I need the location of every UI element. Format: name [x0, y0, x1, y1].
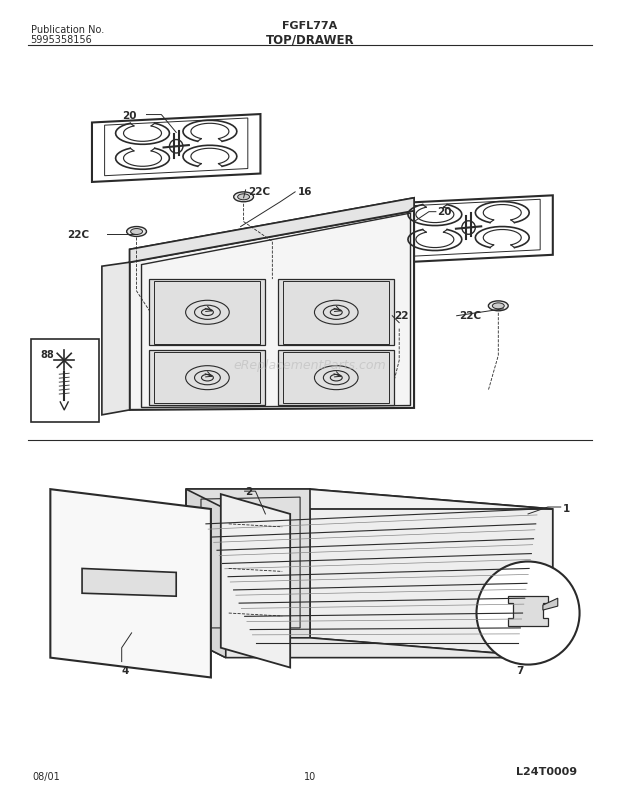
- Text: 22: 22: [394, 310, 409, 321]
- Ellipse shape: [237, 194, 249, 200]
- Text: 1: 1: [563, 504, 570, 514]
- Ellipse shape: [393, 318, 405, 324]
- Ellipse shape: [492, 303, 504, 309]
- Polygon shape: [543, 598, 558, 610]
- Polygon shape: [130, 198, 414, 262]
- Polygon shape: [186, 489, 310, 638]
- Polygon shape: [149, 350, 265, 405]
- Text: 22C: 22C: [459, 310, 481, 321]
- Text: 7: 7: [516, 665, 524, 676]
- Polygon shape: [130, 198, 414, 262]
- Polygon shape: [149, 279, 265, 345]
- Polygon shape: [278, 350, 394, 405]
- Text: Publication No.: Publication No.: [30, 25, 104, 36]
- Polygon shape: [102, 262, 130, 414]
- Text: 22C: 22C: [249, 187, 271, 197]
- Ellipse shape: [234, 192, 254, 202]
- Ellipse shape: [489, 301, 508, 310]
- Text: 2: 2: [246, 488, 253, 497]
- Text: TOP/DRAWER: TOP/DRAWER: [266, 33, 354, 46]
- Text: 20: 20: [437, 206, 451, 217]
- Text: 4: 4: [122, 665, 129, 676]
- Text: 5995358156: 5995358156: [30, 35, 92, 45]
- Ellipse shape: [131, 229, 143, 234]
- Polygon shape: [508, 596, 548, 626]
- Ellipse shape: [126, 226, 146, 237]
- Polygon shape: [186, 489, 553, 509]
- Polygon shape: [186, 489, 226, 657]
- Ellipse shape: [389, 316, 409, 326]
- Polygon shape: [278, 279, 394, 345]
- Text: FGFL77A: FGFL77A: [282, 21, 338, 32]
- Text: 10: 10: [304, 772, 316, 781]
- Polygon shape: [186, 638, 553, 657]
- Text: L24T0009: L24T0009: [516, 767, 578, 777]
- Polygon shape: [82, 569, 176, 596]
- Polygon shape: [50, 489, 211, 677]
- Circle shape: [477, 561, 580, 665]
- Text: 88: 88: [40, 350, 54, 360]
- Text: 20: 20: [122, 110, 136, 121]
- Text: 22C: 22C: [67, 229, 89, 240]
- Polygon shape: [130, 210, 414, 410]
- Text: 08/01: 08/01: [32, 772, 60, 781]
- Polygon shape: [221, 494, 290, 668]
- Text: 16: 16: [298, 187, 312, 197]
- Text: eReplacementParts.com: eReplacementParts.com: [234, 359, 386, 372]
- FancyBboxPatch shape: [30, 338, 99, 422]
- Polygon shape: [310, 489, 553, 657]
